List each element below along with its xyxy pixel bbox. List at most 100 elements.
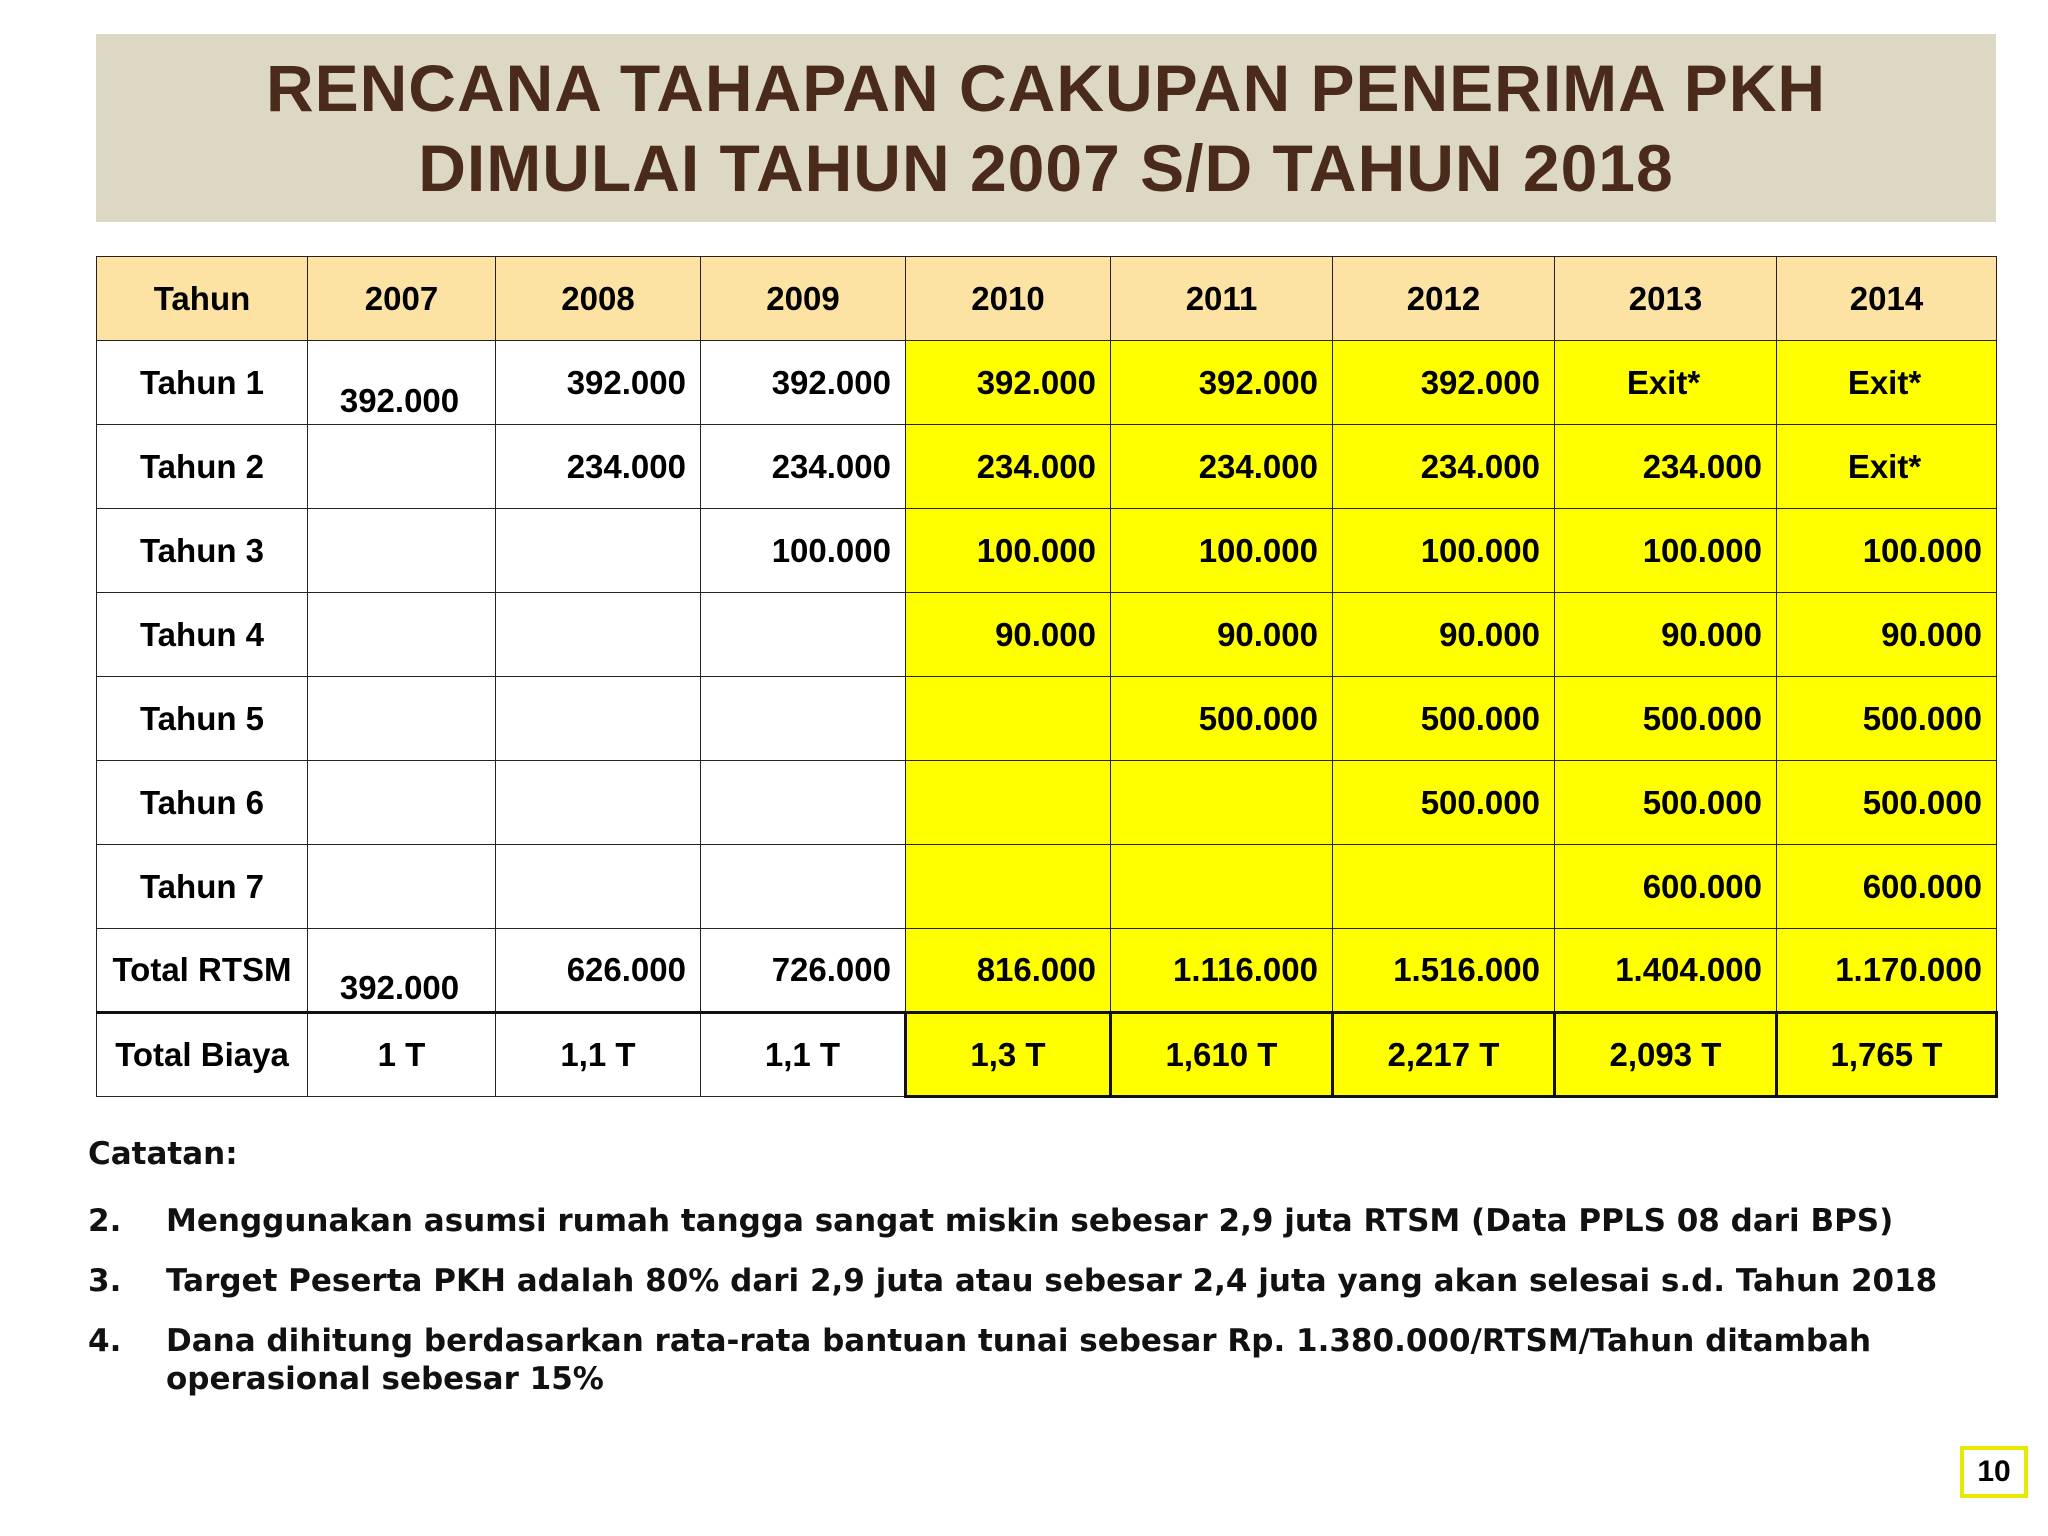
table-cell <box>700 592 906 677</box>
title-line-2: DIMULAI TAHUN 2007 S/D TAHUN 2018 <box>418 131 1674 205</box>
table-cell: 726.000 <box>700 928 906 1013</box>
table-cell: 1.404.000 <box>1554 928 1777 1013</box>
table-cell: 100.000 <box>1776 508 1997 593</box>
table-cell <box>1110 844 1333 929</box>
note-item: 4. Dana dihitung berdasarkan rata-rata b… <box>88 1322 2008 1398</box>
table-cell: 816.000 <box>905 928 1111 1013</box>
table-cell <box>495 508 701 593</box>
row-label: Tahun 3 <box>96 508 308 593</box>
table-cell: 392.000 <box>307 340 496 425</box>
note-text: Dana dihitung berdasarkan rata-rata bant… <box>166 1323 1872 1397</box>
table-cell: 90.000 <box>1554 592 1777 677</box>
table-cell <box>700 676 906 761</box>
table-row: Tahun 3 100.000 100.000 100.000 100.000 … <box>96 508 1997 593</box>
header-year: 2009 <box>700 256 906 341</box>
table-cell <box>905 760 1111 845</box>
table-cell: 100.000 <box>905 508 1111 593</box>
title-banner: RENCANA TAHAPAN CAKUPAN PENERIMA PKH DIM… <box>96 34 1996 222</box>
table-cell: Exit* <box>1554 340 1777 425</box>
table-cell: 500.000 <box>1554 676 1777 761</box>
table-cell: 500.000 <box>1776 676 1997 761</box>
note-number: 4. <box>88 1323 122 1359</box>
table-header-row: Tahun 2007 2008 2009 2010 2011 2012 2013… <box>96 256 1997 341</box>
table-cell: 1,1 T <box>495 1011 701 1097</box>
table-cell: 100.000 <box>1554 508 1777 593</box>
table-cell <box>700 844 906 929</box>
table-cell <box>495 760 701 845</box>
table-cell: 1.116.000 <box>1110 928 1333 1013</box>
table-cell: 234.000 <box>700 424 906 509</box>
row-label: Tahun 2 <box>96 424 308 509</box>
table-row: Tahun 7 600.000 600.000 <box>96 844 1997 929</box>
note-text: Menggunakan asumsi rumah tangga sangat m… <box>166 1203 1894 1239</box>
table-cell: 600.000 <box>1554 844 1777 929</box>
header-year: 2007 <box>307 256 496 341</box>
row-label: Total Biaya <box>96 1011 308 1097</box>
table-row: Tahun 5 500.000 500.000 500.000 500.000 <box>96 676 1997 761</box>
table-cell: 234.000 <box>495 424 701 509</box>
table-cell: 234.000 <box>1554 424 1777 509</box>
table-cell <box>905 844 1111 929</box>
total-biaya-row: Total Biaya 1 T 1,1 T 1,1 T 1,3 T 1,610 … <box>96 1011 1998 1098</box>
table-row: Tahun 6 500.000 500.000 500.000 <box>96 760 1997 845</box>
table-cell: 392.000 <box>307 928 496 1013</box>
header-year: 2012 <box>1332 256 1555 341</box>
header-year: 2011 <box>1110 256 1333 341</box>
table-row: Tahun 1 392.000 392.000 392.000 392.000 … <box>96 340 1997 425</box>
note-number: 3. <box>88 1263 122 1299</box>
table-cell: 1,765 T <box>1775 1011 1998 1098</box>
table-cell <box>1332 844 1555 929</box>
table-cell <box>1110 760 1333 845</box>
table-cell: 392.000 <box>905 340 1111 425</box>
table-cell: 2,093 T <box>1553 1011 1778 1098</box>
table-cell: 1 T <box>307 1011 496 1097</box>
table-cell <box>307 424 496 509</box>
row-label: Tahun 6 <box>96 760 308 845</box>
table-cell: 1,3 T <box>904 1011 1112 1098</box>
table-cell: 500.000 <box>1110 676 1333 761</box>
table-cell <box>495 844 701 929</box>
table-cell: 500.000 <box>1332 760 1555 845</box>
table-cell <box>307 592 496 677</box>
table-cell: 90.000 <box>1332 592 1555 677</box>
table-cell: 600.000 <box>1776 844 1997 929</box>
header-year: 2008 <box>495 256 701 341</box>
note-item: 2. Menggunakan asumsi rumah tangga sanga… <box>88 1202 2008 1240</box>
note-item: 3. Target Peserta PKH adalah 80% dari 2,… <box>88 1262 2008 1300</box>
page-number: 10 <box>1960 1446 2028 1498</box>
table-cell: 90.000 <box>905 592 1111 677</box>
row-label: Tahun 4 <box>96 592 308 677</box>
table-cell: 500.000 <box>1776 760 1997 845</box>
row-label: Total RTSM <box>96 928 308 1013</box>
notes-section: Catatan: 2. Menggunakan asumsi rumah tan… <box>88 1136 2008 1420</box>
header-year: 2014 <box>1776 256 1997 341</box>
notes-title: Catatan: <box>88 1136 238 1172</box>
table-cell <box>307 760 496 845</box>
table-cell: 234.000 <box>1110 424 1333 509</box>
table-cell: 2,217 T <box>1331 1011 1556 1098</box>
table-row: Tahun 4 90.000 90.000 90.000 90.000 90.0… <box>96 592 1997 677</box>
row-label: Tahun 7 <box>96 844 308 929</box>
table-cell: 234.000 <box>905 424 1111 509</box>
table-cell: 100.000 <box>1110 508 1333 593</box>
note-text: Target Peserta PKH adalah 80% dari 2,9 j… <box>166 1263 1938 1299</box>
table-cell: 500.000 <box>1554 760 1777 845</box>
table-cell: Exit* <box>1776 340 1997 425</box>
table-cell: 1.516.000 <box>1332 928 1555 1013</box>
table-cell: 1,1 T <box>700 1011 906 1097</box>
table-cell: 392.000 <box>700 340 906 425</box>
table-row: Tahun 2 234.000 234.000 234.000 234.000 … <box>96 424 1997 509</box>
table-cell: Exit* <box>1776 424 1997 509</box>
table-cell: 100.000 <box>1332 508 1555 593</box>
row-label: Tahun 1 <box>96 340 308 425</box>
table-cell: 90.000 <box>1110 592 1333 677</box>
header-year: 2010 <box>905 256 1111 341</box>
table-cell <box>905 676 1111 761</box>
table-cell: 626.000 <box>495 928 701 1013</box>
table-cell: 500.000 <box>1332 676 1555 761</box>
table-cell <box>307 676 496 761</box>
table-cell <box>495 676 701 761</box>
total-rtsm-row: Total RTSM 392.000 626.000 726.000 816.0… <box>96 928 1997 1013</box>
table-cell: 100.000 <box>700 508 906 593</box>
table-cell <box>700 760 906 845</box>
